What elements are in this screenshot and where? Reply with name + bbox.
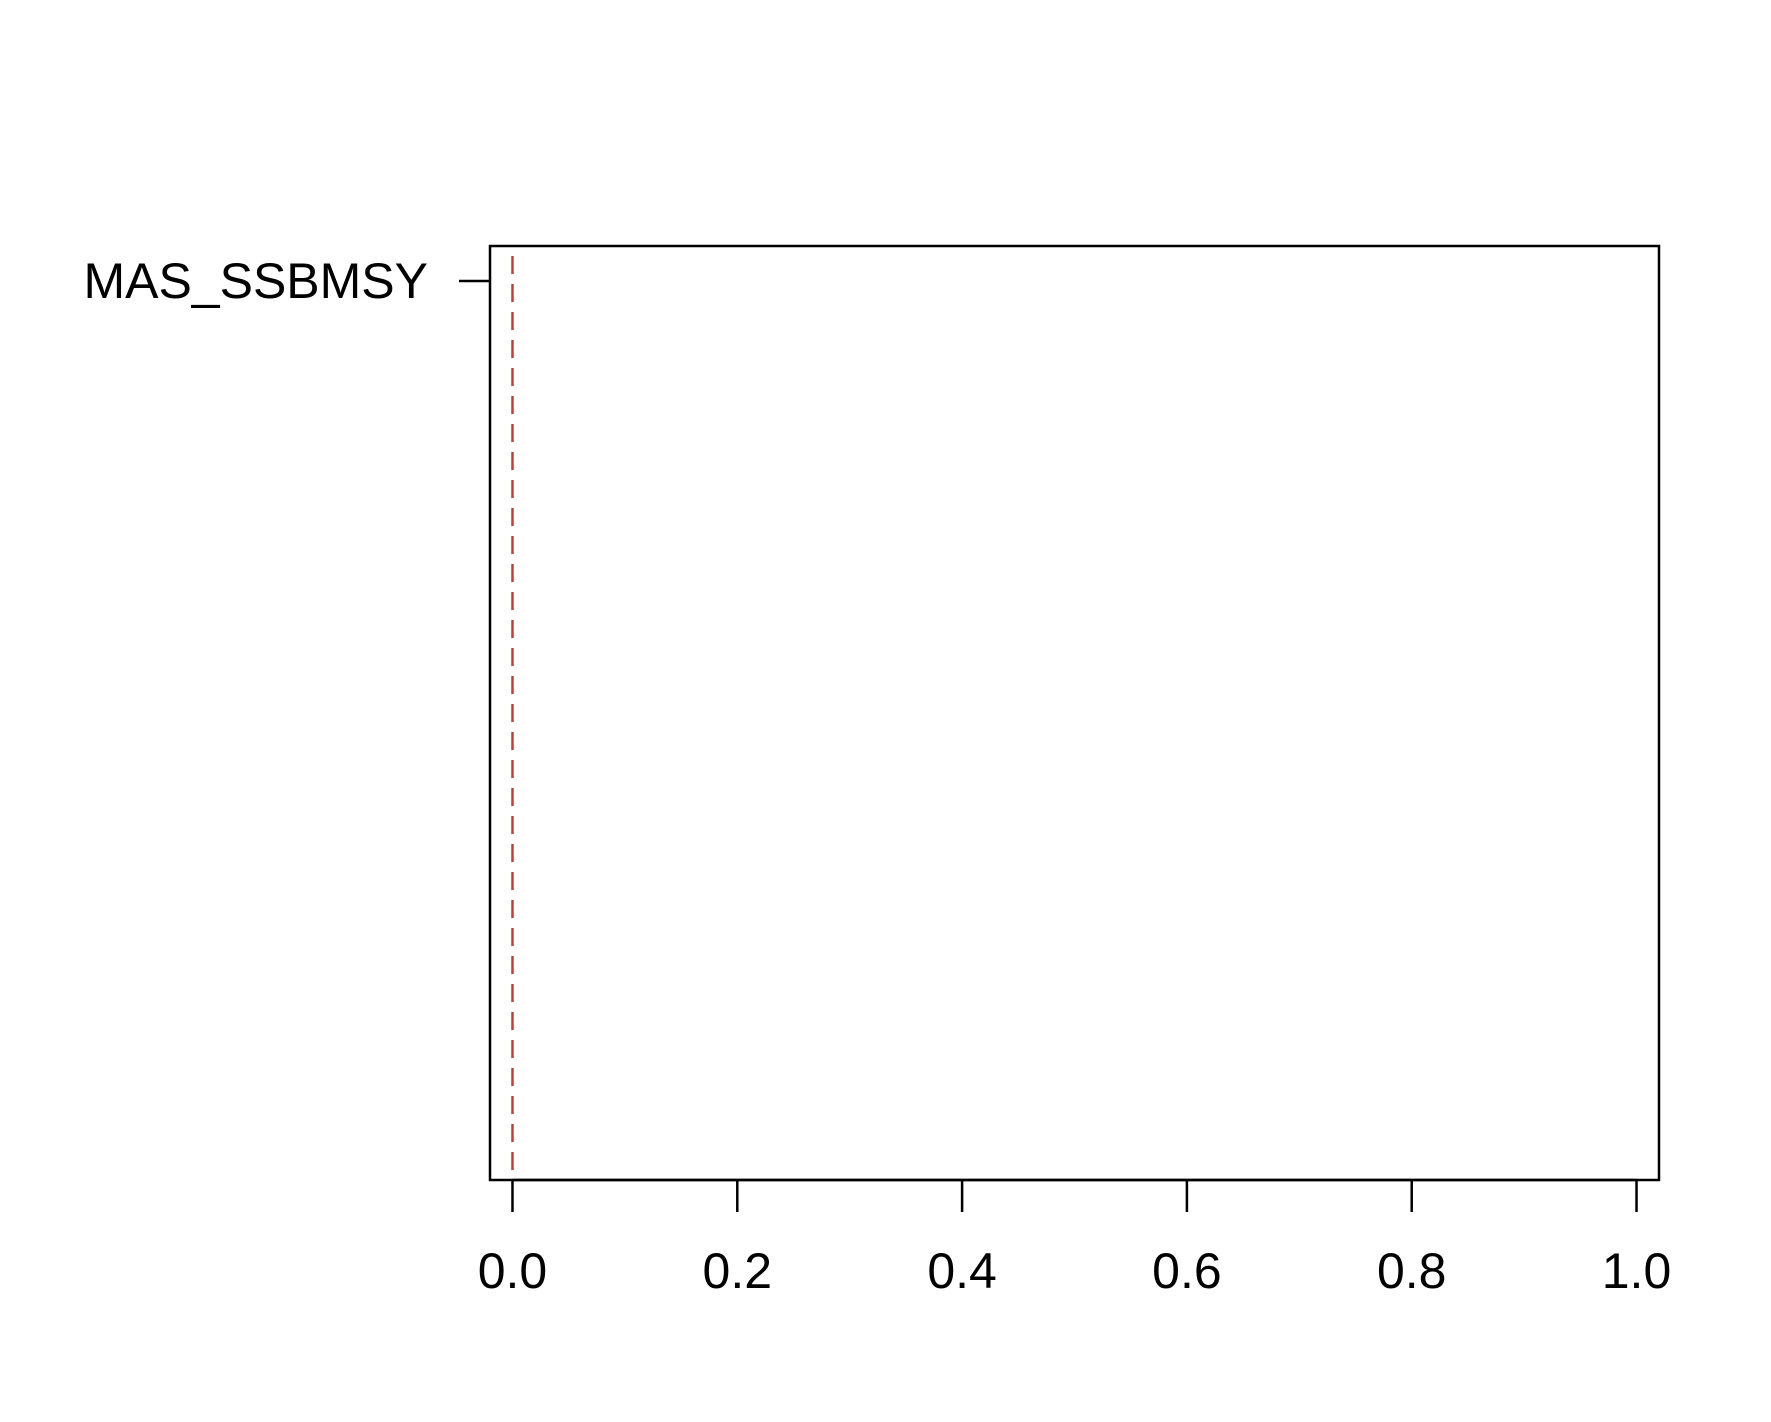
- x-tick-label: 0.0: [478, 1243, 548, 1299]
- x-tick-label: 0.6: [1152, 1243, 1222, 1299]
- x-tick-label: 0.8: [1377, 1243, 1447, 1299]
- x-tick-label: 0.2: [703, 1243, 773, 1299]
- y-category-label: MAS_SSBMSY: [83, 253, 428, 309]
- x-tick-label: 1.0: [1602, 1243, 1672, 1299]
- plot-frame: [488, 244, 1661, 1182]
- x-tick-label: 0.4: [927, 1243, 997, 1299]
- x-axis: 0.0 0.2 0.4 0.6 0.8 1.0: [478, 1178, 1672, 1299]
- y-axis: MAS_SSBMSY: [83, 253, 490, 309]
